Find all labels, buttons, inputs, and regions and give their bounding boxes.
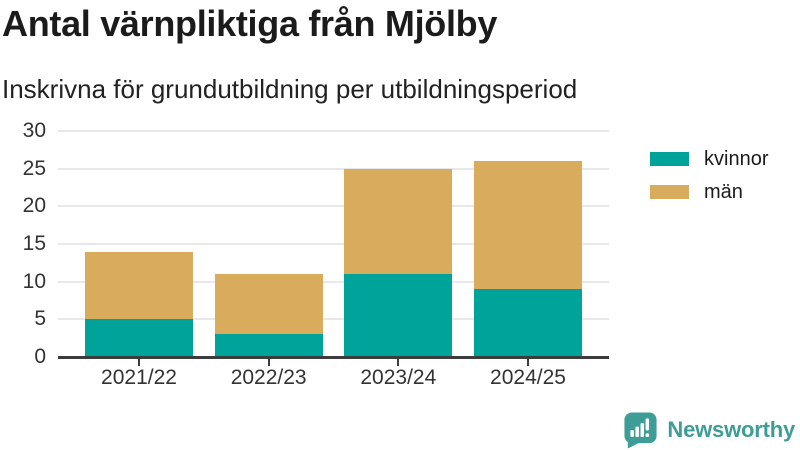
gridline <box>58 280 609 283</box>
x-axis-category-label: 2021/22 <box>101 366 177 389</box>
bar-segment-män <box>344 168 453 275</box>
legend-label-kvinnor: kvinnor <box>704 148 769 170</box>
y-axis-tick-label: 5 <box>34 307 46 331</box>
gridline <box>58 205 609 208</box>
bar-segment-män <box>214 274 323 335</box>
x-axis-category-label: 2024/25 <box>490 366 566 389</box>
y-axis-tick-label: 25 <box>22 156 46 180</box>
chart-subtitle: Inskrivna för grundutbildning per utbild… <box>2 74 578 104</box>
y-axis-tick-label: 20 <box>22 194 46 218</box>
x-axis-tick <box>267 359 270 366</box>
x-axis-tick <box>397 359 400 366</box>
x-axis-line <box>58 356 609 359</box>
bar-segment-kvinnor <box>474 289 582 357</box>
bar-stack-2021/22 <box>85 251 193 357</box>
bar-segment-kvinnor <box>214 334 323 357</box>
x-axis-tick <box>527 359 529 366</box>
x-axis-tick <box>138 359 140 366</box>
gridline <box>58 243 609 245</box>
newsworthy-speech-bubble-bar-chart-icon <box>624 412 657 449</box>
chart-title: Antal värnpliktiga från Mjölby <box>2 3 498 44</box>
newsworthy-wordmark: Newsworthy <box>667 417 795 442</box>
bar-stack-2022/23 <box>214 274 323 357</box>
y-axis-tick-label: 30 <box>22 119 46 142</box>
legend-swatch-kvinnor <box>650 152 689 166</box>
bar-stack-2023/24 <box>344 168 453 357</box>
legend-swatch-man <box>650 185 689 199</box>
bar-segment-kvinnor <box>85 319 193 357</box>
newsworthy-logo: Newsworthy <box>622 411 795 449</box>
legend-item-man: män <box>650 182 768 202</box>
x-axis-category-label: 2023/24 <box>360 366 437 389</box>
gridline <box>58 167 609 170</box>
plot-area <box>58 130 609 357</box>
gridline <box>58 318 609 321</box>
y-axis-tick-label: 15 <box>22 232 46 255</box>
gridline <box>58 130 609 132</box>
y-axis-tick-label: 0 <box>34 345 46 368</box>
bar-segment-kvinnor <box>344 274 453 357</box>
legend-label-man: män <box>704 181 743 203</box>
y-axis: 0 5 10 15 20 25 30 <box>0 119 46 368</box>
x-axis-category-label: 2022/23 <box>230 366 307 389</box>
bar-segment-män <box>474 161 582 290</box>
legend: kvinnor män <box>650 149 768 215</box>
legend-item-kvinnor: kvinnor <box>650 149 768 169</box>
y-axis-tick-label: 10 <box>22 269 46 293</box>
bar-segment-män <box>85 251 193 320</box>
bar-stack-2024/25 <box>474 161 582 357</box>
